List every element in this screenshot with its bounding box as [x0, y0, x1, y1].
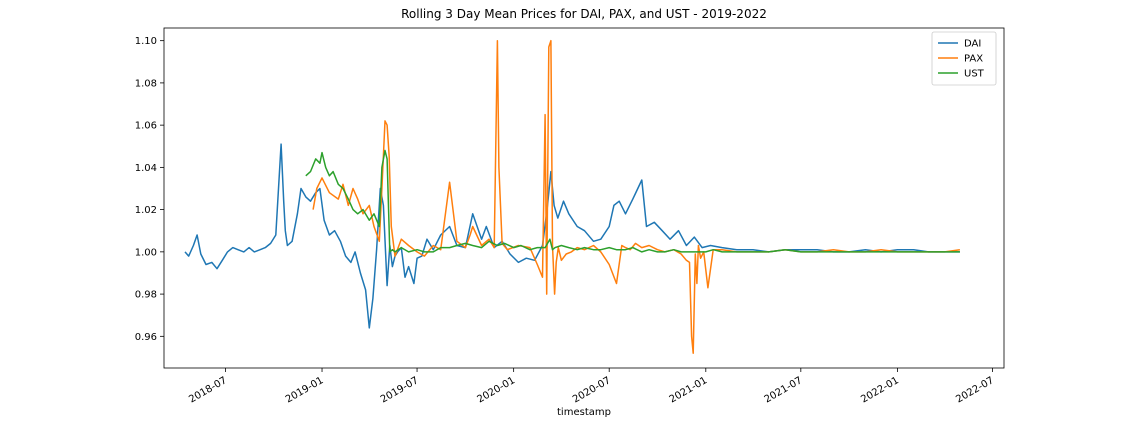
x-tick-label: 2019-07 [379, 375, 421, 405]
y-tick-label: 1.02 [135, 205, 157, 216]
plot-frame [163, 27, 1005, 369]
x-tick-label: 2022-07 [954, 375, 996, 405]
y-tick-label: 0.96 [135, 332, 157, 343]
y-tick-label: 1.10 [135, 36, 157, 47]
y-tick-label: 0.98 [135, 290, 157, 301]
series-line-pax [312, 39, 961, 354]
series-line-dai [184, 143, 960, 329]
x-tick-label: 2022-01 [859, 375, 901, 405]
x-tick-label: 2019-01 [284, 375, 326, 405]
x-tick-label: 2021-01 [668, 375, 710, 405]
y-tick-label: 1.06 [135, 121, 157, 132]
y-tick-label: 1.08 [135, 78, 157, 89]
y-tick-label: 1.04 [135, 163, 157, 174]
x-axis-title: timestamp [557, 407, 611, 418]
y-tick-label: 1.00 [135, 247, 157, 258]
legend-label-pax: PAX [964, 54, 983, 65]
plot-area [184, 39, 961, 354]
x-tick-label: 2018-07 [187, 375, 229, 405]
chart-title: Rolling 3 Day Mean Prices for DAI, PAX, … [401, 7, 767, 21]
series-line-ust [305, 149, 960, 253]
x-axis: 2018-07 2019-01 2019-07 2020-01 2020-07 2021-… [187, 368, 996, 405]
y-axis: 0.96 0.98 1.00 1.02 1.04 1.06 1.08 1.10 [135, 36, 164, 343]
x-tick-label: 2021-07 [763, 375, 805, 405]
legend: DAI PAX UST [931, 31, 997, 86]
x-tick-label: 2020-07 [571, 375, 613, 405]
legend-label-dai: DAI [964, 39, 981, 50]
legend-box [931, 31, 997, 86]
x-tick-label: 2020-01 [475, 375, 517, 405]
legend-label-ust: UST [964, 69, 985, 80]
